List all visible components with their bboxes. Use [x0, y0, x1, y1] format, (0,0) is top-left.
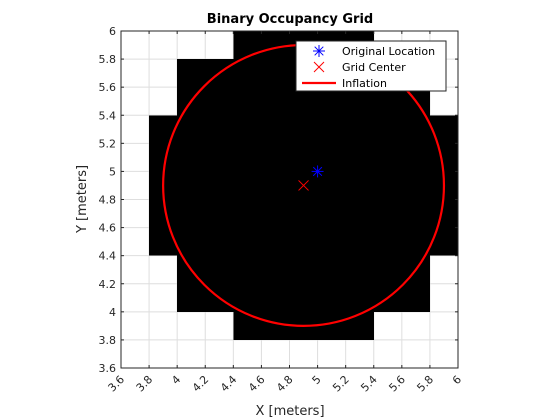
- y-tick-label: 4.8: [99, 194, 117, 207]
- occupied-cells: [149, 143, 459, 172]
- y-tick-label: 4: [109, 306, 116, 319]
- y-tick-label: 4.6: [99, 222, 117, 235]
- y-tick-label: 6: [109, 25, 116, 38]
- y-tick-label: 3.6: [99, 362, 117, 375]
- y-tick-label: 5.4: [99, 109, 117, 122]
- legend-label: Grid Center: [342, 61, 406, 74]
- y-tick-label: 5.2: [99, 137, 117, 150]
- y-tick-label: 5.8: [99, 53, 117, 66]
- original-location-marker: [311, 165, 324, 178]
- legend-grid-center-symbol-stroke: [313, 61, 325, 73]
- legend-original-location-symbol-stroke: [314, 46, 324, 56]
- legend-label: Original Location: [342, 45, 435, 58]
- occupied-cells: [149, 227, 459, 256]
- y-tick-label: 5.6: [99, 81, 117, 94]
- chart-title: Binary Occupancy Grid: [207, 12, 373, 27]
- occupied-cells: [149, 115, 459, 144]
- grid-center-marker-stroke: [298, 180, 309, 191]
- occupied-cells: [177, 255, 430, 284]
- occupied-cells: [177, 283, 430, 312]
- x-axis-label: X [meters]: [255, 404, 324, 419]
- legend-label: Inflation: [342, 77, 387, 90]
- y-tick-label: 3.8: [99, 334, 117, 347]
- legend-original-location-symbol: [313, 45, 325, 57]
- y-tick-label: 4.2: [99, 278, 117, 291]
- legend-grid-center-symbol: [313, 61, 325, 73]
- occupied-cells: [177, 87, 430, 116]
- y-tick-label: 4.4: [99, 250, 117, 263]
- y-tick-label: 5: [109, 165, 116, 178]
- grid-center-marker: [298, 180, 309, 191]
- y-axis-label: Y [meters]: [75, 165, 90, 234]
- occupied-cells: [149, 199, 459, 228]
- legend: Original Location Grid Center Inflation: [295, 40, 447, 92]
- original-location-marker-stroke: [312, 166, 323, 177]
